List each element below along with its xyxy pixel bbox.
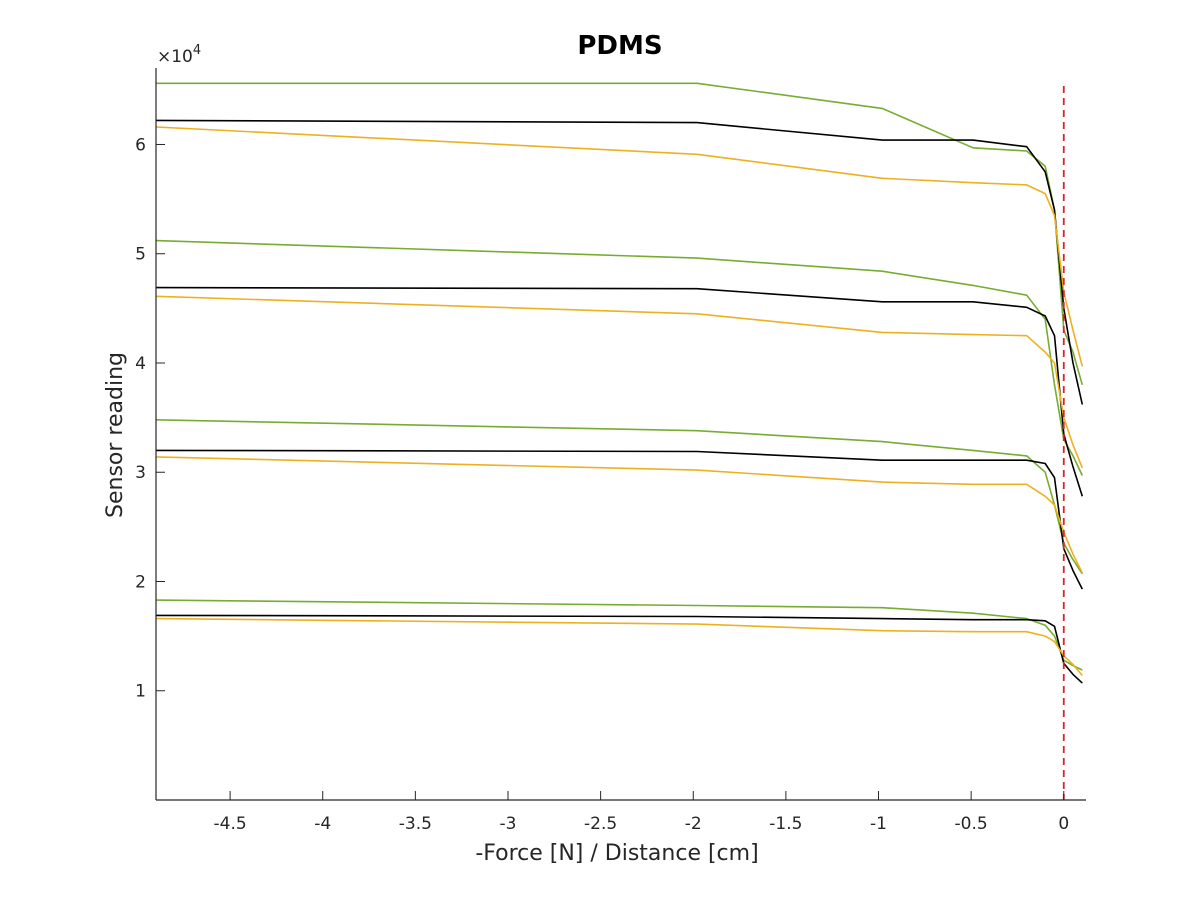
y-axis-label: Sensor reading — [103, 352, 128, 518]
series-line-green-10 — [155, 599, 1083, 671]
series-line-black-11 — [155, 614, 1083, 684]
series-line-green-7 — [155, 419, 1083, 575]
series-line-green-1 — [156, 82, 1084, 386]
y-exponent-label: ×104 — [157, 43, 201, 67]
x-tick-label: -1 — [870, 814, 887, 834]
series-layer — [155, 82, 1084, 800]
chart-title: PDMS — [577, 31, 662, 61]
y-tick-label: 5 — [135, 245, 146, 265]
x-axis-label: -Force [N] / Distance [cm] — [475, 841, 758, 866]
series-line-black-8 — [155, 449, 1084, 590]
series-line-orange-9 — [155, 456, 1084, 574]
x-tick-label: -1.5 — [769, 814, 802, 834]
series-line-orange-6 — [155, 295, 1084, 469]
series-line-orange-3 — [155, 126, 1084, 367]
y-tick-label: 2 — [135, 572, 146, 592]
y-exponent-power: 4 — [193, 43, 201, 58]
x-tick-label: -4 — [314, 814, 331, 834]
y-tick-label: 4 — [135, 354, 146, 374]
series-line-orange-12 — [155, 617, 1083, 677]
series-line-black-5 — [155, 286, 1084, 497]
x-tick-label: -3.5 — [399, 814, 432, 834]
y-tick-label: 6 — [135, 135, 146, 155]
svg-text:×104: ×104 — [157, 43, 201, 67]
axes-layer: -4.5 -4 -3.5 -3 -2.5 -2 -1.5 -1 -0.5 0 1 2 3 4 5 6 — [135, 68, 1086, 834]
y-exponent-base: ×10 — [157, 47, 193, 67]
series-line-black-2 — [155, 119, 1084, 405]
series-line-green-4 — [155, 239, 1084, 476]
y-tick-label: 1 — [135, 682, 146, 702]
x-tick-label: -0.5 — [955, 814, 988, 834]
x-tick-label: -4.5 — [214, 814, 247, 834]
y-tick-label: 3 — [135, 463, 146, 483]
x-tick-label: -2 — [685, 814, 702, 834]
x-tick-label: -2.5 — [584, 814, 617, 834]
x-tick-label: -3 — [500, 814, 517, 834]
x-tick-label: 0 — [1058, 814, 1069, 834]
